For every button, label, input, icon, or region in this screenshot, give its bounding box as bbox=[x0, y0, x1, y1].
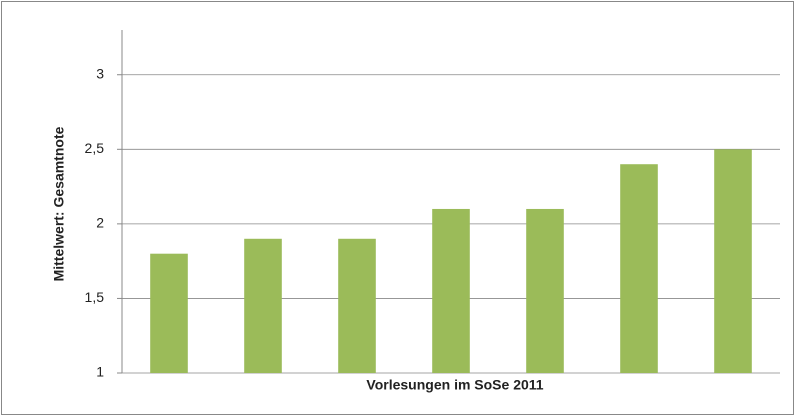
y-tick-label: 1 bbox=[96, 364, 104, 380]
y-tick-label: 3 bbox=[96, 65, 104, 81]
bar bbox=[150, 253, 188, 373]
bar bbox=[714, 149, 752, 373]
x-axis-title: Vorlesungen im SoSe 2011 bbox=[366, 377, 543, 393]
bar bbox=[526, 208, 564, 373]
y-tick-label: 2 bbox=[96, 215, 104, 231]
bar bbox=[432, 208, 470, 373]
bar bbox=[620, 164, 658, 373]
y-tick-label: 2,5 bbox=[85, 140, 105, 156]
y-tick-label: 1,5 bbox=[85, 289, 105, 305]
y-axis-title: Mittelwert: Gesamtnote bbox=[51, 126, 67, 281]
bar bbox=[244, 238, 282, 373]
bar bbox=[338, 238, 376, 373]
